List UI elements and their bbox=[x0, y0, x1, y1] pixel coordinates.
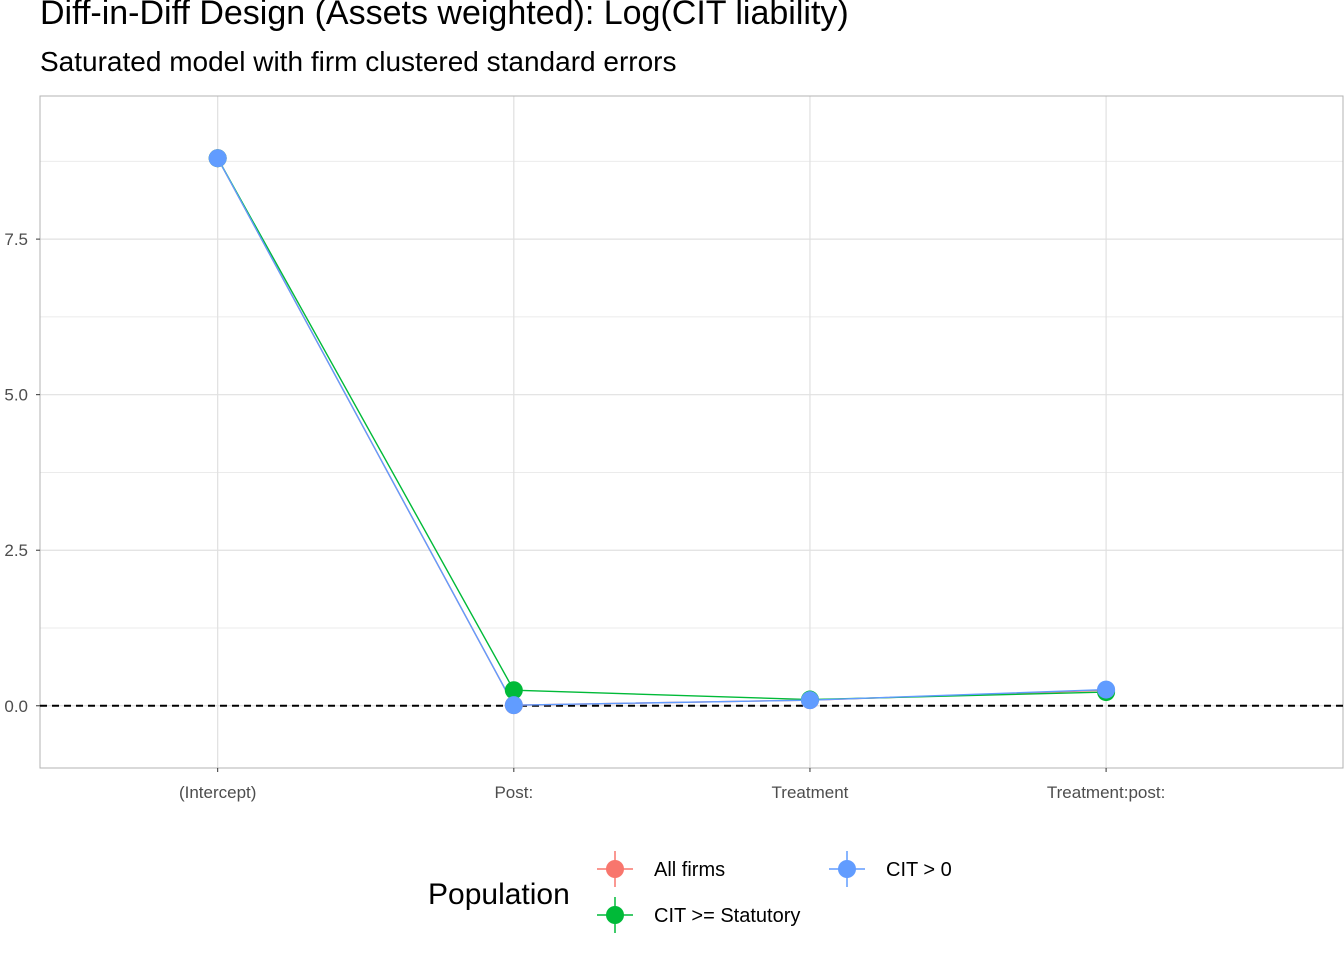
y-tick-label: 7.5 bbox=[4, 230, 28, 249]
series-line-0 bbox=[217, 157, 1107, 706]
data-point bbox=[1097, 680, 1116, 699]
x-tick-label: Treatment bbox=[772, 783, 849, 802]
y-axis: 0.0 2.5 5.0 7.5 bbox=[4, 230, 40, 716]
legend-item-cit-positive: CIT > 0 bbox=[829, 851, 952, 887]
series-lines bbox=[217, 157, 1107, 706]
legend-item-all-firms: All firms bbox=[597, 851, 725, 887]
series-line-2 bbox=[217, 157, 1107, 706]
legend-label: CIT > 0 bbox=[886, 859, 952, 881]
x-axis: (Intercept) Post: Treatment Treatment:post: bbox=[179, 768, 1165, 802]
y-tick-label: 0.0 bbox=[4, 697, 28, 716]
chart-title: Diff-in-Diff Design (Assets weighted): L… bbox=[40, 0, 849, 32]
data-point bbox=[208, 149, 227, 168]
data-point bbox=[504, 681, 523, 700]
legend: Population All firms CIT >= Statutory CI… bbox=[428, 851, 952, 933]
grid-lines bbox=[40, 96, 1343, 768]
x-tick-label: Post: bbox=[494, 783, 533, 802]
series-line-1 bbox=[217, 157, 1107, 701]
legend-item-cit-statutory: CIT >= Statutory bbox=[597, 897, 800, 933]
chart-subtitle: Saturated model with firm clustered stan… bbox=[40, 46, 677, 77]
y-tick-label: 2.5 bbox=[4, 541, 28, 560]
legend-label: CIT >= Statutory bbox=[654, 905, 800, 927]
legend-swatch bbox=[606, 860, 624, 878]
data-point bbox=[504, 696, 523, 715]
legend-label: All firms bbox=[654, 859, 725, 881]
series-points bbox=[208, 149, 1116, 715]
legend-title: Population bbox=[428, 878, 570, 911]
panel-border bbox=[39, 95, 1344, 769]
legend-swatch bbox=[838, 860, 856, 878]
y-tick-label: 5.0 bbox=[4, 386, 28, 405]
x-tick-label: Treatment:post: bbox=[1047, 783, 1165, 802]
data-point bbox=[800, 691, 819, 710]
x-tick-label: (Intercept) bbox=[179, 783, 256, 802]
legend-swatch bbox=[606, 906, 624, 924]
